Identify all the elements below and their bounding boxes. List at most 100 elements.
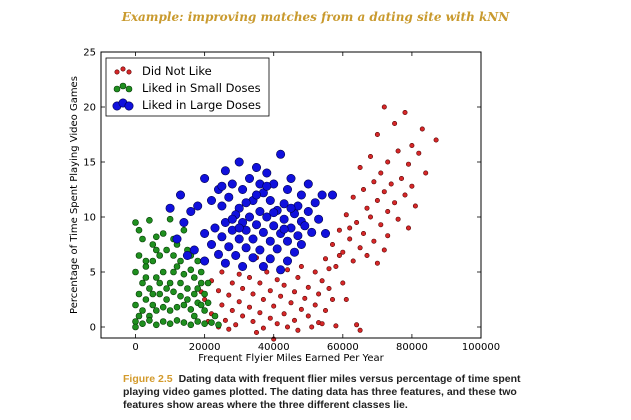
point-0-110	[343, 296, 349, 302]
point-1-58	[142, 257, 150, 265]
point-2-61	[289, 247, 299, 257]
y-tick-label-1: 5	[90, 268, 96, 279]
point-1-39	[173, 303, 181, 311]
point-1-41	[187, 306, 195, 313]
point-0-104	[357, 327, 363, 333]
point-1-23	[142, 296, 150, 303]
point-0-41	[381, 247, 387, 253]
point-2-34	[279, 214, 289, 224]
point-2-52	[248, 234, 258, 244]
point-0-78	[288, 300, 294, 306]
point-0-66	[267, 288, 273, 294]
point-1-70	[142, 274, 150, 281]
point-0-27	[385, 209, 391, 215]
point-0-85	[229, 307, 235, 313]
point-2-3	[220, 166, 230, 176]
point-0-6	[409, 143, 415, 149]
point-2-66	[265, 254, 275, 264]
point-0-107	[226, 326, 232, 332]
point-2-78	[176, 190, 186, 200]
point-0-45	[350, 258, 356, 264]
point-2-32	[245, 212, 255, 222]
point-1-76	[184, 296, 191, 303]
point-1-67	[204, 279, 212, 287]
point-2-7	[303, 179, 313, 189]
point-0-9	[367, 154, 373, 160]
point-0-103	[354, 322, 360, 328]
y-tick-label-3: 15	[83, 158, 96, 169]
point-1-24	[149, 301, 157, 309]
point-2-73	[276, 265, 286, 275]
point-1-10	[180, 226, 188, 234]
point-1-2	[146, 217, 153, 224]
point-0-42	[340, 249, 346, 255]
point-0-47	[333, 263, 339, 269]
point-1-31	[197, 279, 205, 287]
point-2-71	[238, 261, 248, 271]
point-1-33	[132, 301, 139, 309]
point-2-54	[282, 236, 292, 246]
point-0-54	[247, 274, 253, 280]
caption-text: Dating data with frequent flier miles ve…	[123, 373, 521, 411]
point-2-89	[234, 223, 244, 233]
point-2-38	[252, 220, 262, 230]
scatter-chart: 0 20000 40000 60000 80000 100000 0 5 10 15 20 25 Fr…	[69, 48, 500, 365]
point-2-76	[186, 207, 196, 217]
point-1-34	[139, 307, 146, 314]
point-2-69	[200, 256, 210, 266]
point-1-3	[153, 246, 160, 254]
point-2-47	[293, 231, 303, 241]
point-0-70	[250, 291, 256, 297]
point-0-57	[319, 278, 325, 284]
point-1-12	[132, 268, 139, 276]
point-0-23	[374, 198, 380, 204]
point-2-2	[252, 163, 262, 173]
point-1-43	[132, 318, 139, 325]
point-0-99	[260, 325, 266, 331]
point-1-80	[153, 233, 160, 241]
point-1-29	[184, 285, 191, 292]
point-0-72	[278, 293, 284, 299]
point-2-18	[224, 192, 234, 202]
point-1-30	[191, 290, 198, 298]
point-0-30	[395, 216, 401, 222]
legend-entry-0: Did Not Like	[142, 64, 212, 78]
point-1-63	[177, 257, 184, 265]
y-tick-label-0: 0	[90, 323, 96, 334]
point-0-102	[309, 324, 315, 330]
legend-entry-1: Liked in Small Doses	[142, 81, 261, 95]
point-1-77	[191, 312, 198, 320]
point-0-90	[240, 313, 246, 319]
point-0-26	[364, 205, 370, 211]
axis-ticks: 0 20000 40000 60000 80000 100000 0 5 10 15 20 25	[83, 48, 500, 354]
point-2-55	[296, 240, 306, 250]
point-0-11	[405, 161, 411, 167]
point-0-79	[312, 302, 318, 308]
point-0-51	[264, 269, 270, 275]
point-0-38	[371, 238, 377, 244]
point-2-59	[255, 245, 265, 255]
point-2-90	[262, 181, 272, 191]
plot-frame	[100, 51, 482, 339]
figure-caption: Figure 2.5 Dating data with frequent flie…	[123, 373, 523, 412]
point-1-45	[146, 317, 153, 324]
point-0-39	[329, 242, 335, 248]
point-0-83	[298, 306, 304, 312]
point-1-18	[173, 263, 181, 270]
point-1-57	[135, 312, 143, 320]
point-2-86	[269, 208, 279, 218]
point-2-77	[165, 203, 175, 213]
point-0-22	[350, 194, 356, 200]
point-1-7	[159, 230, 167, 237]
point-0-35	[360, 231, 366, 237]
point-0-96	[274, 321, 280, 327]
point-1-25	[156, 290, 163, 298]
point-0-44	[322, 256, 328, 262]
point-2-1	[234, 157, 244, 167]
point-1-5	[142, 263, 150, 270]
point-1-53	[201, 320, 208, 328]
point-0-94	[250, 318, 256, 324]
point-2-41	[300, 221, 310, 231]
point-1-48	[166, 320, 174, 328]
point-0-89	[305, 313, 311, 319]
